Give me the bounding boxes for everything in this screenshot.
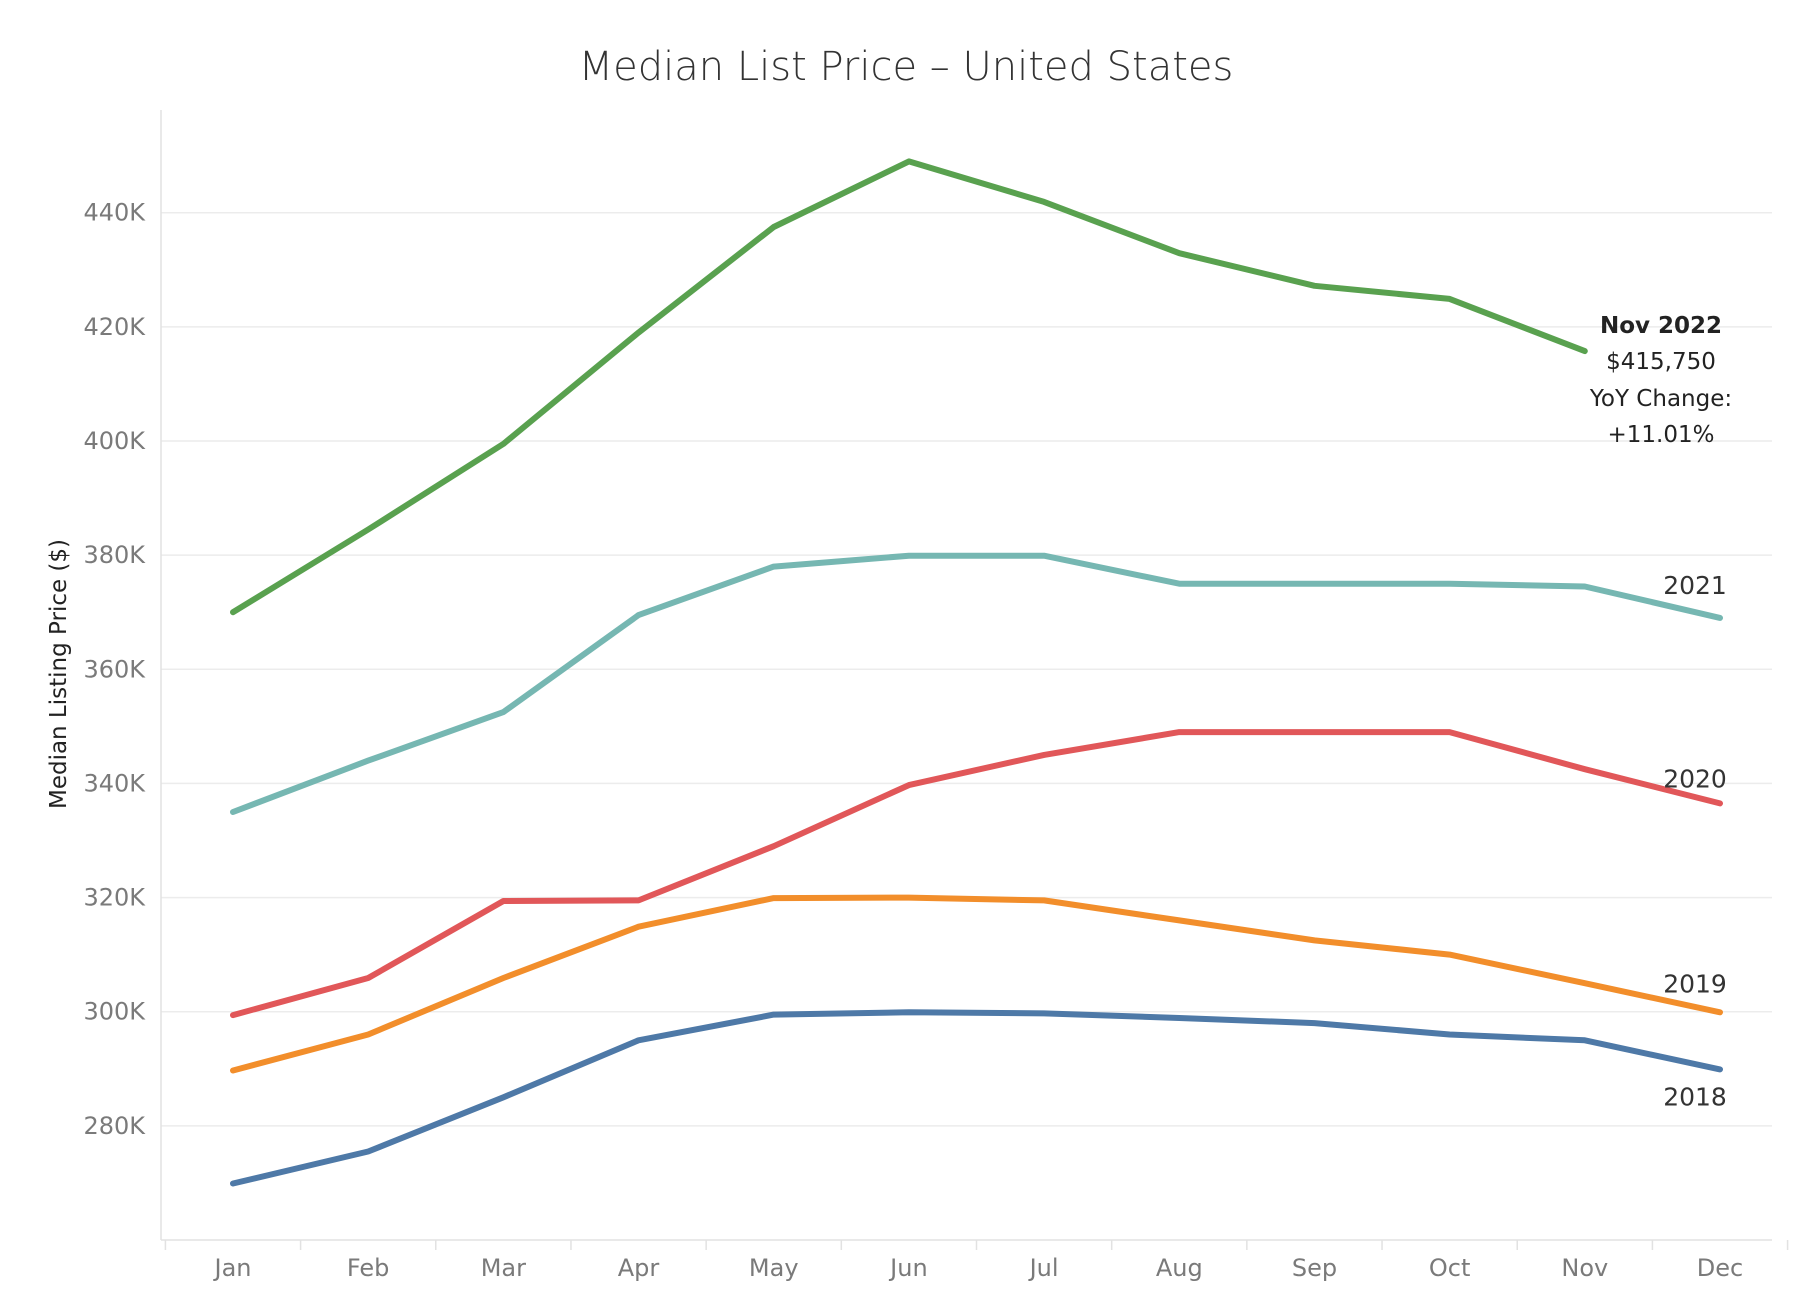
x-tick-label: Jul bbox=[1028, 1254, 1059, 1282]
annotation-yoy-value: +11.01% bbox=[1608, 422, 1715, 448]
series-line-2019 bbox=[230, 894, 1723, 1074]
axes bbox=[160, 110, 1772, 1241]
y-tick-label: 280K bbox=[83, 1112, 146, 1140]
series-line-current bbox=[230, 158, 1588, 616]
series-line-2021 bbox=[230, 552, 1723, 815]
annotation-price: $415,750 bbox=[1606, 349, 1716, 375]
x-tick-label: May bbox=[749, 1254, 799, 1282]
y-tick-label: 440K bbox=[83, 199, 146, 227]
series-label-2019: 2019 bbox=[1663, 969, 1727, 998]
y-tick-label: 380K bbox=[83, 541, 146, 569]
x-tick-label: Nov bbox=[1561, 1254, 1608, 1282]
x-tick-label: Jan bbox=[213, 1254, 252, 1282]
x-tick-label: Jun bbox=[888, 1254, 928, 1282]
chart-title: Median List Price – United States bbox=[579, 44, 1234, 90]
nov-2022-annotation: Nov 2022 $415,750 YoY Change: +11.01% bbox=[1589, 313, 1732, 448]
y-axis-label: Median Listing Price ($) bbox=[46, 539, 72, 809]
series-label-2021: 2021 bbox=[1663, 571, 1727, 600]
x-tick-label: Dec bbox=[1697, 1254, 1743, 1282]
annotation-date: Nov 2022 bbox=[1600, 313, 1722, 339]
x-tick-label: Feb bbox=[347, 1254, 390, 1282]
series-line-2018 bbox=[230, 1009, 1723, 1187]
y-tick-label: 360K bbox=[83, 655, 146, 683]
series-label-2018: 2018 bbox=[1663, 1082, 1727, 1111]
y-tick-label: 340K bbox=[83, 769, 146, 797]
series-lines bbox=[230, 158, 1723, 1187]
x-tick-label: Oct bbox=[1429, 1254, 1471, 1282]
x-tick-labels: Jan Feb Mar Apr May Jun Jul Aug Sep Oct Nov Dec bbox=[164, 1240, 1789, 1282]
x-tick-label: Apr bbox=[618, 1254, 660, 1282]
y-tick-label: 420K bbox=[83, 313, 146, 341]
annotation-yoy-label: YoY Change: bbox=[1589, 386, 1732, 412]
y-tick-label: 400K bbox=[83, 427, 146, 455]
y-tick-labels: 280K 300K 320K 340K 360K 380K 400K 420K 440K bbox=[83, 199, 146, 1140]
y-tick-label: 320K bbox=[83, 884, 146, 912]
gridlines bbox=[161, 211, 1772, 1127]
x-tick-label: Sep bbox=[1292, 1254, 1337, 1282]
series-label-2020: 2020 bbox=[1663, 764, 1727, 793]
series-labels: 2018 2019 2020 2021 bbox=[1663, 571, 1727, 1111]
series-line-2020 bbox=[230, 729, 1723, 1019]
x-tick-label: Aug bbox=[1156, 1254, 1203, 1282]
x-tick-label: Mar bbox=[481, 1254, 526, 1282]
y-tick-label: 300K bbox=[83, 998, 146, 1026]
